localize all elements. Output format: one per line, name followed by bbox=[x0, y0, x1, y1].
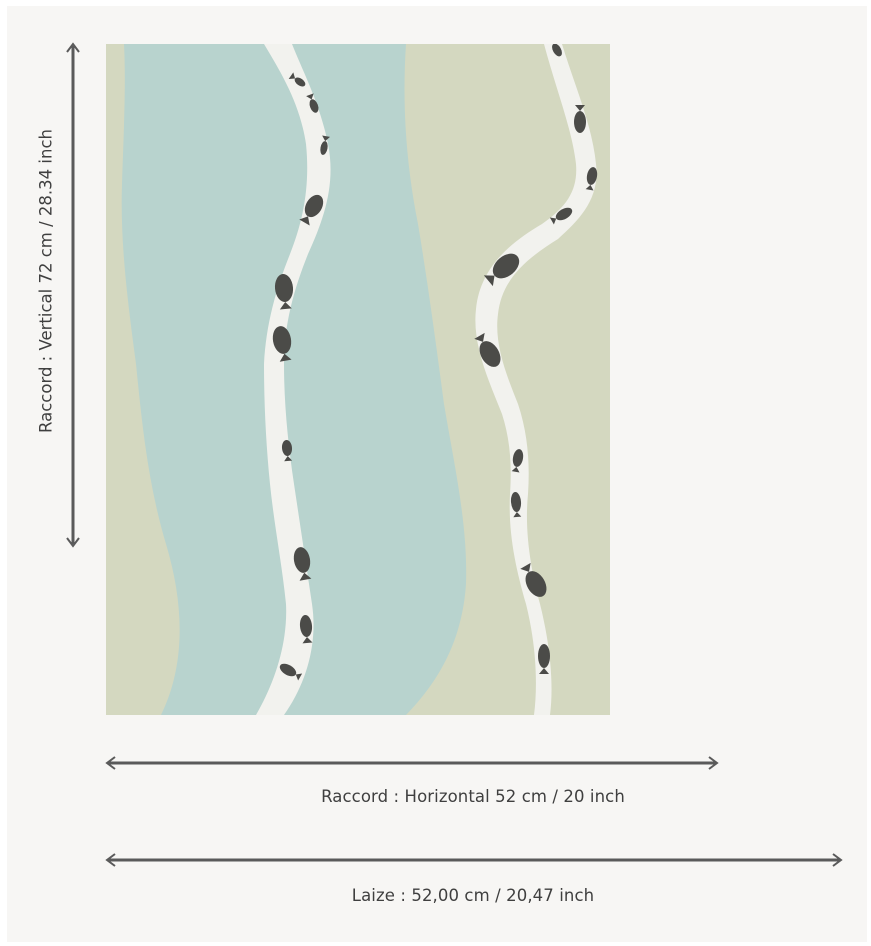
fish-icon bbox=[320, 135, 331, 155]
fish-icon bbox=[483, 253, 520, 287]
fish-icon bbox=[306, 93, 319, 113]
fish-icon bbox=[293, 547, 312, 581]
fish-icon bbox=[585, 167, 598, 191]
width-arrow bbox=[105, 853, 843, 867]
fish-group-right bbox=[474, 44, 598, 674]
horizontal-repeat-arrow bbox=[105, 756, 719, 770]
vertical-repeat-label: Raccord : Vertical 72 cm / 28.34 inch bbox=[36, 129, 56, 433]
fish-icon bbox=[538, 644, 550, 674]
fish-icon bbox=[510, 492, 522, 518]
fish-icon bbox=[511, 449, 524, 473]
width-label: Laize : 52,00 cm / 20,47 inch bbox=[351, 886, 595, 905]
fish-icon bbox=[281, 440, 293, 462]
fish-icon bbox=[520, 562, 547, 597]
fish-icon bbox=[552, 44, 562, 57]
horizontal-repeat-label: Raccord : Horizontal 52 cm / 20 inch bbox=[321, 787, 625, 806]
aqua-band bbox=[121, 44, 467, 715]
fish-icon bbox=[299, 615, 313, 644]
fish-icon bbox=[279, 663, 303, 681]
fish-icon bbox=[549, 207, 573, 225]
fish-icon bbox=[299, 194, 324, 226]
pattern-illustration bbox=[106, 44, 610, 715]
fish-icon bbox=[288, 72, 306, 87]
fish-icon bbox=[474, 332, 501, 367]
fish-group-left bbox=[272, 72, 331, 681]
fish-icon bbox=[574, 105, 586, 133]
fish-icon bbox=[272, 326, 292, 362]
wallpaper-pattern-swatch bbox=[106, 44, 610, 715]
fish-icon bbox=[274, 274, 294, 310]
vertical-repeat-arrow bbox=[66, 42, 80, 548]
